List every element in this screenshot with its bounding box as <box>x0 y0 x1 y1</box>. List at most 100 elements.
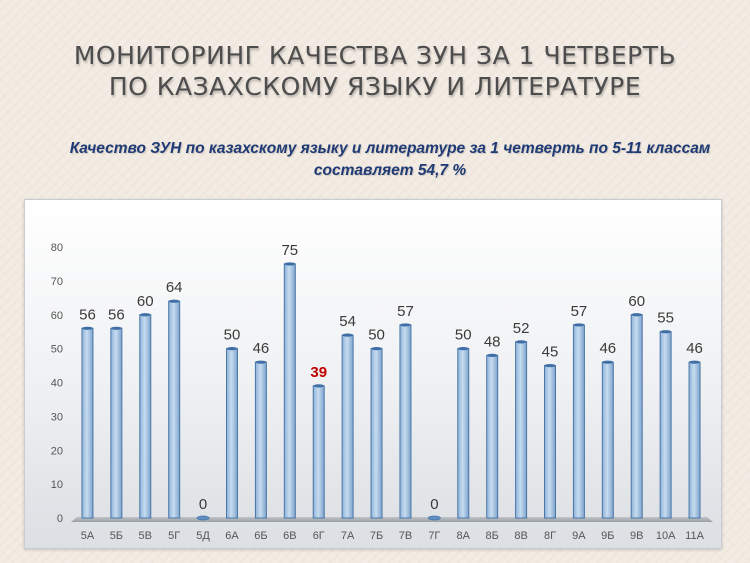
slide-title-line-2: ПО КАЗАХСКОМУ ЯЗЫКУ И ЛИТЕРАТУРЕ <box>108 72 642 101</box>
bar-cap <box>226 347 238 351</box>
bar <box>427 515 441 521</box>
bar-cap <box>168 299 180 303</box>
x-tick-label: 5Б <box>110 530 123 542</box>
bar <box>139 313 152 519</box>
bar-cap <box>515 340 527 344</box>
data-label: 57 <box>397 303 414 320</box>
bars <box>81 262 701 521</box>
bar <box>659 330 672 519</box>
x-tick-label: 5Д <box>196 530 210 542</box>
x-tick-label: 11А <box>685 530 704 542</box>
x-tick-label: 8Б <box>486 530 499 542</box>
data-label: 46 <box>686 340 703 357</box>
bar <box>688 360 701 519</box>
x-tick-label: 5А <box>81 530 95 542</box>
bar <box>572 323 585 519</box>
data-label: 52 <box>513 320 530 337</box>
bar-cap <box>631 313 643 317</box>
bar-cap <box>457 347 469 351</box>
data-label: 45 <box>542 344 559 361</box>
bar-cap <box>602 360 614 364</box>
bar-body <box>283 263 296 519</box>
bar-body <box>81 327 94 519</box>
data-label: 50 <box>224 327 241 344</box>
data-label: 50 <box>368 327 385 344</box>
data-label: 60 <box>628 293 645 310</box>
bar-cap <box>371 347 383 351</box>
data-label: 46 <box>599 340 616 357</box>
bar-body <box>659 331 672 519</box>
bar-cap <box>544 363 556 368</box>
data-label: 60 <box>137 293 154 310</box>
x-tick-label: 10А <box>656 530 676 542</box>
x-tick-label: 5Г <box>168 530 180 542</box>
y-tick-label: 30 <box>51 411 63 423</box>
slide-title: МОНИТОРИНГ КАЧЕСТВА ЗУН ЗА 1 ЧЕТВЕРТЬ ПО… <box>0 40 750 102</box>
x-tick-label: 6Г <box>313 530 325 542</box>
data-label: 55 <box>657 310 674 327</box>
x-tick-label: 9В <box>630 530 643 542</box>
bar-body <box>139 314 152 519</box>
x-tick-label: 7Г <box>428 530 440 542</box>
x-tick-label: 9А <box>572 530 586 542</box>
slide-title-line-1: МОНИТОРИНГ КАЧЕСТВА ЗУН ЗА 1 ЧЕТВЕРТЬ <box>73 41 677 70</box>
bar <box>254 360 267 519</box>
bar-cap <box>139 313 151 317</box>
bar <box>457 347 470 519</box>
x-tick-label: 8Г <box>544 530 556 542</box>
bar <box>399 323 412 519</box>
bar-cap <box>342 333 354 337</box>
bar <box>110 326 123 519</box>
bar-body <box>486 354 499 519</box>
data-label: 46 <box>253 340 270 357</box>
bar-cap <box>427 515 441 521</box>
bar-cap <box>284 262 296 266</box>
bar-cap <box>255 360 267 364</box>
bar-cap <box>313 384 325 388</box>
y-tick-label: 50 <box>51 344 63 356</box>
bar-body <box>630 314 643 519</box>
x-tick-label: 5В <box>139 530 152 542</box>
data-label: 56 <box>79 306 96 323</box>
bar-body <box>688 361 701 519</box>
bar-body <box>168 300 181 519</box>
bar-cap <box>689 360 701 364</box>
bar <box>601 360 614 519</box>
bar <box>168 299 181 519</box>
data-label: 54 <box>339 313 356 330</box>
bar <box>544 363 556 519</box>
bar <box>81 326 94 519</box>
bar-body <box>110 327 123 519</box>
bar-body <box>254 361 267 519</box>
bar-cap <box>81 326 93 330</box>
bar-body <box>312 385 325 519</box>
data-label: 48 <box>484 333 501 350</box>
bar-body <box>399 324 412 519</box>
x-tick-label: 9Б <box>601 530 614 542</box>
bar <box>486 353 499 519</box>
bar-cap <box>660 330 672 334</box>
bar <box>341 333 354 519</box>
bar-body <box>341 334 354 519</box>
bar-body <box>226 348 238 519</box>
bar-cap <box>196 515 210 521</box>
bar <box>283 262 296 519</box>
data-label: 57 <box>571 303 588 320</box>
bar-cap <box>110 326 122 330</box>
data-label: 50 <box>455 327 472 344</box>
data-labels: 56 56 60 64 0 50 46 75 39 54 50 57 0 50 48 52 45 57 46 60 55… <box>79 242 703 513</box>
bar <box>515 340 528 519</box>
bar-body <box>601 361 614 519</box>
x-tick-label: 7А <box>341 530 355 542</box>
y-tick-label: 40 <box>51 378 63 390</box>
bar-body <box>544 365 556 519</box>
bar <box>312 384 325 519</box>
bar-body <box>572 324 585 519</box>
y-tick-label: 60 <box>51 310 63 322</box>
x-tick-label: 7Б <box>370 530 383 542</box>
data-label: 64 <box>166 279 183 296</box>
x-tick-label: 6А <box>225 530 239 542</box>
subtitle-line-1: Качество ЗУН по казахскому языку и литер… <box>69 140 711 157</box>
data-label: 0 <box>430 496 438 513</box>
